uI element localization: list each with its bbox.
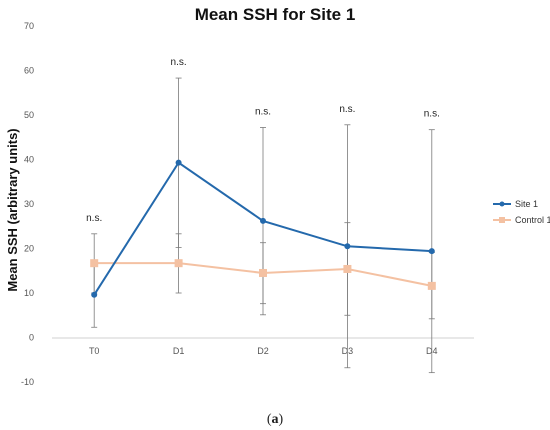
significance-label: n.s. xyxy=(424,109,440,120)
y-tick-label: 20 xyxy=(24,244,34,254)
y-tick-label: 50 xyxy=(24,110,34,120)
y-tick-label: 40 xyxy=(24,155,34,165)
figure-caption: (a) xyxy=(267,412,284,427)
x-tick-label: D2 xyxy=(257,346,269,356)
legend: Site 1 Control 1 xyxy=(493,199,550,225)
y-tick-label: -10 xyxy=(21,377,34,387)
series-group xyxy=(90,159,436,298)
data-point xyxy=(344,243,351,250)
legend-swatch-marker xyxy=(499,217,505,223)
y-tick-label: 60 xyxy=(24,66,34,76)
data-point xyxy=(259,268,267,277)
legend-label: Site 1 xyxy=(515,199,538,209)
y-tick-label: 30 xyxy=(24,199,34,209)
data-point xyxy=(174,259,183,268)
y-tick-label: 10 xyxy=(24,288,34,298)
significance-label: n.s. xyxy=(171,57,187,68)
significance-label: n.s. xyxy=(339,104,355,115)
legend-label: Control 1 xyxy=(515,215,550,225)
y-tick-label: 70 xyxy=(24,21,34,31)
data-point xyxy=(175,159,182,166)
data-point xyxy=(260,217,266,224)
data-point xyxy=(91,291,98,298)
error-bars xyxy=(91,77,435,374)
x-tick-label: D1 xyxy=(173,346,185,356)
y-axis-label: Mean SSH (arbitrary units) xyxy=(5,128,20,291)
chart-title: Mean SSH for Site 1 xyxy=(195,5,356,24)
x-axis: T0 D1 D2 D3 D4 xyxy=(89,346,438,356)
y-tick-label: 0 xyxy=(29,333,34,343)
data-point xyxy=(343,264,352,273)
y-axis: -10 0 10 20 30 40 50 60 70 xyxy=(21,21,34,387)
x-tick-label: T0 xyxy=(89,346,100,356)
significance-annotations: n.s. n.s. n.s. n.s. n.s. xyxy=(86,57,440,224)
data-point xyxy=(428,248,435,255)
legend-swatch-marker xyxy=(499,201,505,207)
significance-label: n.s. xyxy=(86,213,102,224)
data-point xyxy=(427,281,436,290)
data-point xyxy=(90,259,99,268)
significance-label: n.s. xyxy=(255,106,271,117)
